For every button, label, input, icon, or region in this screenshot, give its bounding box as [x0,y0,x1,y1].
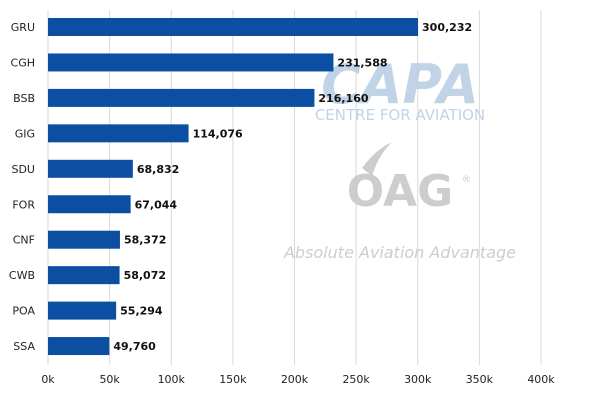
x-tick-label: 400k [527,373,555,386]
oag-watermark-main: OAG [347,166,453,217]
data-label: 55,294 [120,305,163,318]
bar-for [48,195,131,214]
x-tick-label: 0k [41,373,55,386]
x-tick-label: 250k [342,373,370,386]
oag-registered-mark: ® [462,175,471,185]
x-tick-label: 100k [158,373,186,386]
bar-ssa [48,337,110,356]
bar-gig [48,124,189,143]
bar-gru [48,18,419,36]
bar-cnf [48,230,120,249]
capa-watermark-sub: CENTRE FOR AVIATION [315,106,485,124]
bar-cwb [48,266,120,285]
category-label: POA [12,305,35,318]
category-label: GRU [11,21,35,34]
data-label: 114,076 [193,127,243,140]
data-label: 68,832 [137,163,179,176]
x-tick-label: 350k [466,373,494,386]
data-label: 67,044 [135,198,178,211]
data-label: 58,072 [124,269,166,282]
category-label: SDU [11,163,35,176]
x-tick-label: 300k [404,373,432,386]
data-label: 216,160 [318,92,368,105]
category-label: FOR [12,198,35,211]
category-label: CGH [11,56,35,69]
x-axis-tick-labels: 0k 50k 100k 150k 200k 250k 300k 350k 400k [41,373,555,386]
bar-cgh [48,53,334,72]
capa-watermark: CAPA CENTRE FOR AVIATION [315,53,485,124]
category-label: GIG [15,127,35,140]
bar-poa [48,301,117,320]
oag-watermark: OAG ® Absolute Aviation Advantage [283,142,516,262]
value-labels: 300,232 231,588 216,160 114,076 68,832 67,044… [113,21,472,353]
x-tick-label: 150k [219,373,247,386]
bars [48,18,419,356]
capa-watermark-main: CAPA [321,53,479,116]
data-label: 231,588 [337,56,387,69]
oag-swoosh-icon [362,142,392,176]
x-tick-label: 200k [281,373,309,386]
bar-sdu [48,159,133,178]
data-label: 58,372 [124,234,166,247]
category-labels: GRU CGH BSB GIG SDU FOR CNF CWB POA SSA [9,21,36,353]
data-label: 300,232 [422,21,472,34]
category-label: BSB [13,92,35,105]
bar-bsb [48,88,315,107]
category-label: CNF [13,234,35,247]
x-tick-label: 50k [99,373,120,386]
category-label: CWB [9,269,35,282]
oag-watermark-tagline: Absolute Aviation Advantage [283,243,516,262]
data-label: 49,760 [113,340,156,353]
category-label: SSA [13,340,35,353]
